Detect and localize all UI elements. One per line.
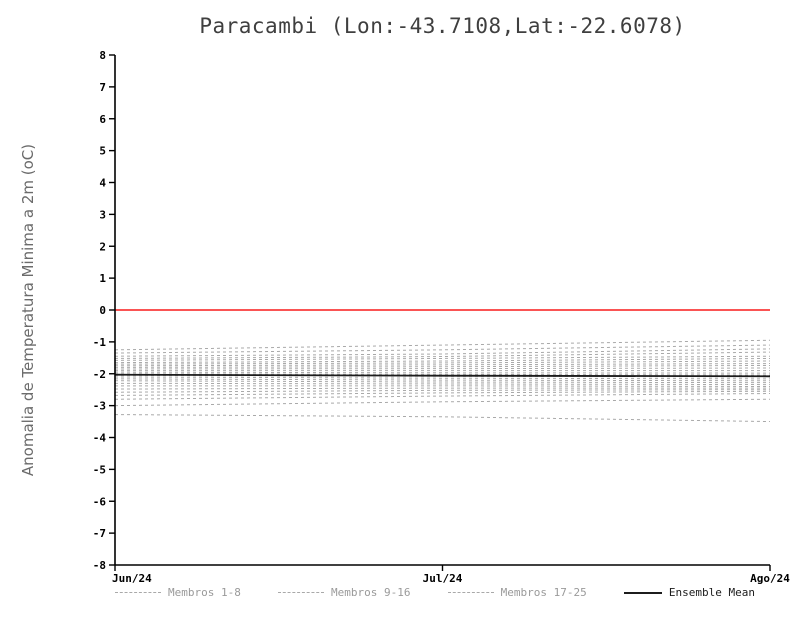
ensemble-member-line [114, 371, 771, 374]
x-tick-label: Jun/24 [112, 572, 152, 585]
y-tick-label: 7 [99, 81, 106, 94]
legend-item-members-9-16: Membros 9-16 [278, 586, 411, 599]
ensemble-member-line [114, 360, 771, 365]
ensemble-member-line [114, 348, 771, 357]
x-tick-label: Ago/24 [750, 572, 790, 585]
solid-line-sample-icon [623, 591, 662, 594]
ensemble-member-line [114, 380, 771, 384]
y-tick-label: 0 [99, 304, 106, 317]
dashed-line-sample-icon [278, 592, 325, 593]
x-tick-label: Jul/24 [423, 572, 463, 585]
y-tick-label: -8 [93, 559, 106, 572]
y-tick-label: -1 [93, 336, 107, 349]
ensemble-member-line [114, 364, 771, 368]
y-tick-label: 1 [99, 272, 106, 285]
ensemble-member-line [114, 398, 771, 407]
ensemble-member-line [114, 351, 771, 359]
y-tick-label: -2 [93, 368, 106, 381]
dashed-line-sample-icon [447, 592, 494, 593]
y-tick-label: -6 [93, 495, 107, 508]
y-tick-label: 3 [99, 208, 106, 221]
legend-label: Membros 17-25 [500, 586, 587, 599]
ensemble-member-line [114, 387, 770, 390]
y-tick-label: -5 [93, 463, 106, 476]
ensemble-member-line [114, 382, 771, 386]
ensemble-member-line [114, 376, 771, 380]
y-tick-label: -3 [93, 400, 106, 413]
legend: Membros 1-8 Membros 9-16 Membros 17-25 E… [115, 586, 755, 599]
y-tick-label: 6 [99, 113, 106, 126]
ensemble-member-line [114, 393, 771, 400]
ensemble-member-line [114, 373, 771, 376]
ensemble-member-line [114, 363, 771, 367]
legend-label: Membros 1-8 [168, 586, 241, 599]
ensemble-member-line [114, 414, 771, 423]
ensemble-member-line [115, 385, 771, 387]
y-tick-label: 2 [99, 240, 106, 253]
ensemble-member-line [114, 367, 771, 370]
y-tick-label: -4 [93, 432, 107, 445]
ensemble-member-line [114, 344, 771, 354]
legend-label: Ensemble Mean [668, 586, 755, 599]
y-tick-label: 5 [99, 145, 106, 158]
y-tick-label: 4 [99, 177, 106, 190]
legend-label: Membros 9-16 [331, 586, 411, 599]
dashed-line-sample-icon [115, 592, 161, 593]
ensemble-member-line [114, 357, 771, 364]
legend-item-members-17-25: Membros 17-25 [447, 586, 587, 599]
ensemble-member-line [114, 378, 771, 382]
ensemble-member-line [114, 355, 771, 361]
ensemble-member-line [114, 389, 771, 393]
ensemble-mean-line [114, 373, 771, 378]
chart-title: Paracambi (Lon:-43.7108,Lat:-22.6078) [199, 14, 686, 38]
ensemble-member-line [114, 390, 771, 396]
y-tick-label: -7 [93, 527, 106, 540]
ensemble-member-line [114, 339, 771, 351]
legend-item-members-1-8: Membros 1-8 [115, 586, 241, 599]
y-tick-label: 8 [99, 49, 106, 62]
legend-item-ensemble-mean: Ensemble Mean [623, 586, 755, 599]
